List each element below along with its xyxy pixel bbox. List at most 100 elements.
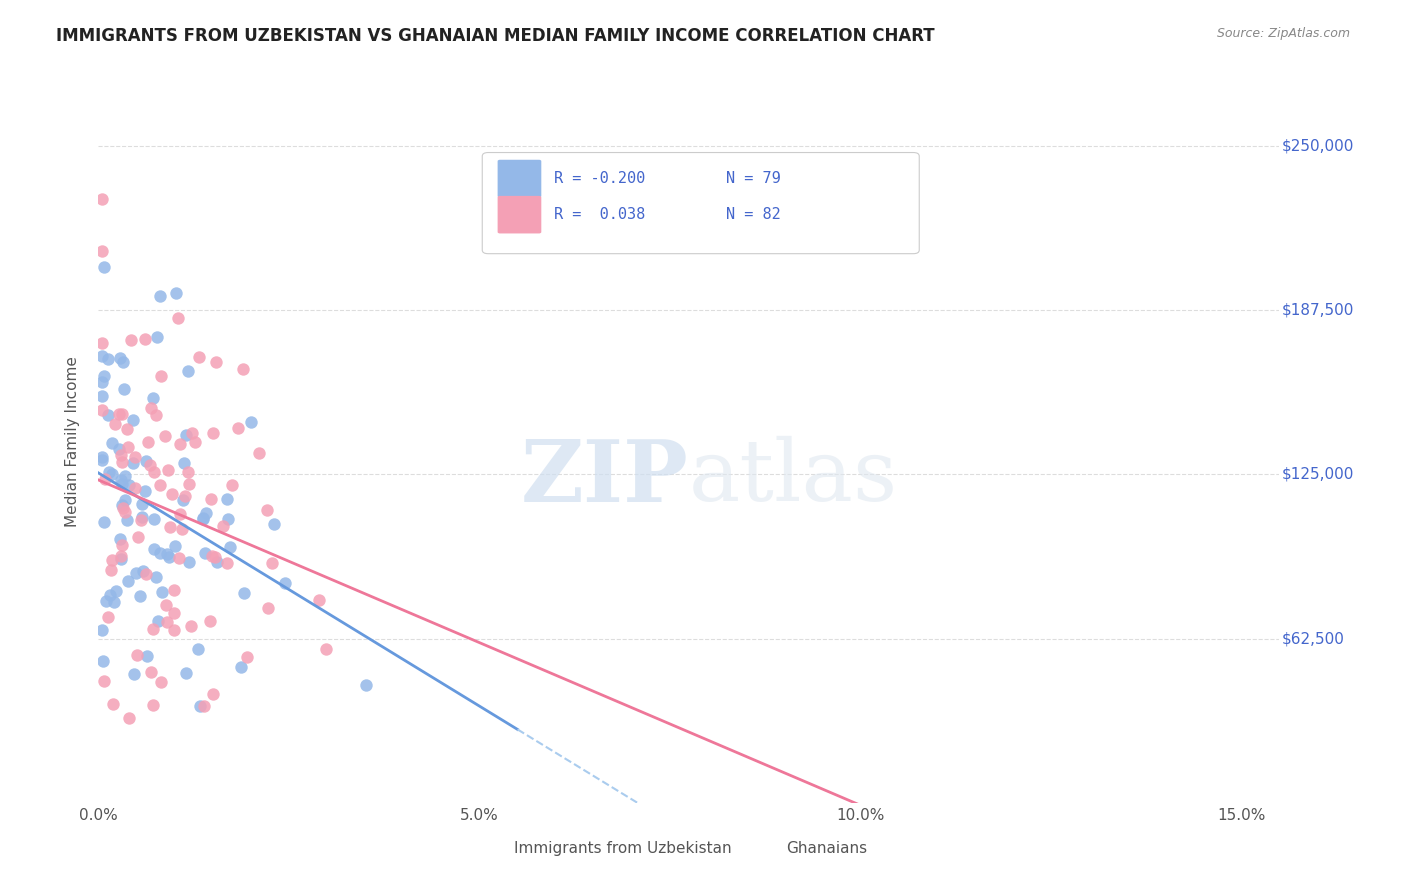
Point [215, 492, 238, 507]
Point [221, 478, 243, 492]
Point [162, 582, 184, 597]
Point [101, 553, 124, 567]
Point [93, 369, 115, 384]
Point [117, 440, 139, 454]
Point [103, 698, 125, 712]
Point [177, 364, 200, 378]
Point [202, 687, 225, 701]
Point [204, 549, 226, 564]
Point [159, 520, 181, 534]
Text: R = -0.200: R = -0.200 [554, 171, 645, 186]
Point [131, 510, 153, 524]
Point [97, 351, 120, 366]
Text: N = 79: N = 79 [725, 171, 780, 186]
Text: Immigrants from Uzbekistan: Immigrants from Uzbekistan [515, 841, 731, 855]
Point [98, 465, 121, 479]
Point [187, 641, 209, 656]
Point [177, 465, 200, 479]
Point [202, 426, 225, 441]
FancyBboxPatch shape [498, 160, 541, 197]
Point [94, 593, 117, 607]
Point [160, 487, 183, 501]
Point [118, 478, 141, 492]
Point [91, 376, 114, 390]
Point [111, 455, 134, 469]
Point [174, 665, 197, 680]
Point [155, 598, 177, 612]
Point [166, 310, 188, 325]
Point [163, 607, 186, 621]
Point [114, 469, 136, 483]
Point [91, 402, 114, 417]
Point [139, 401, 162, 416]
Point [110, 473, 132, 487]
Point [170, 522, 193, 536]
FancyBboxPatch shape [468, 833, 506, 863]
Point [201, 549, 224, 564]
Point [205, 355, 228, 369]
Point [263, 516, 285, 531]
Text: $62,500: $62,500 [1282, 632, 1344, 646]
Point [142, 622, 165, 636]
Point [98, 588, 121, 602]
Point [177, 555, 200, 569]
Point [163, 623, 186, 637]
Point [193, 699, 215, 714]
Point [142, 391, 165, 405]
Point [103, 595, 125, 609]
Point [93, 654, 115, 668]
Point [150, 675, 173, 690]
Point [229, 660, 252, 674]
Point [256, 502, 278, 516]
Point [97, 409, 120, 423]
Point [143, 542, 166, 557]
Point [211, 519, 233, 533]
Point [110, 549, 132, 563]
Point [111, 407, 134, 421]
Point [143, 465, 166, 479]
Point [145, 408, 167, 422]
Point [115, 422, 138, 436]
Point [142, 698, 165, 712]
Point [135, 648, 157, 663]
Point [165, 286, 187, 301]
Point [173, 456, 195, 470]
Point [156, 615, 179, 630]
Point [93, 674, 115, 689]
FancyBboxPatch shape [482, 153, 920, 253]
Point [191, 510, 214, 524]
Point [149, 289, 172, 303]
Point [121, 412, 143, 426]
Point [200, 492, 222, 507]
Point [101, 467, 124, 482]
Point [256, 600, 278, 615]
Text: Ghanaians: Ghanaians [786, 841, 868, 855]
Point [274, 576, 297, 591]
Point [117, 574, 139, 589]
Point [135, 454, 157, 468]
Point [101, 436, 124, 450]
Point [93, 515, 115, 529]
Point [200, 615, 222, 629]
Point [205, 555, 228, 569]
Point [94, 472, 117, 486]
Point [129, 589, 152, 603]
Point [108, 407, 131, 421]
Text: $250,000: $250,000 [1282, 138, 1354, 153]
Point [169, 508, 191, 522]
Point [194, 545, 217, 559]
Point [108, 532, 131, 546]
Point [148, 615, 170, 629]
Y-axis label: Median Family Income: Median Family Income [65, 356, 80, 527]
Point [93, 260, 115, 274]
Point [172, 493, 194, 508]
Point [236, 650, 259, 665]
Point [124, 566, 146, 580]
Text: $125,000: $125,000 [1282, 467, 1354, 482]
Point [100, 563, 122, 577]
Text: $187,500: $187,500 [1282, 302, 1354, 318]
Point [91, 244, 114, 258]
Text: N = 82: N = 82 [725, 207, 780, 222]
Point [167, 550, 190, 565]
Point [97, 610, 120, 624]
